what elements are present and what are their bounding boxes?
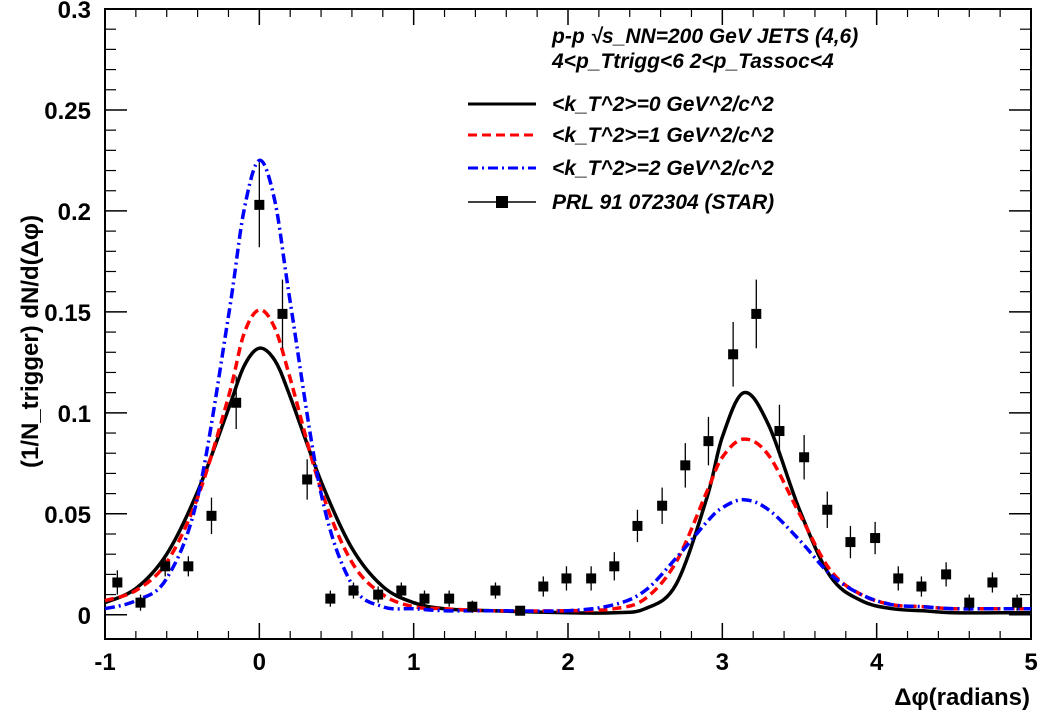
y-tick-label: 0.2 xyxy=(58,199,91,226)
x-tick-label: 2 xyxy=(561,649,574,676)
data-point xyxy=(444,593,455,604)
data-point xyxy=(916,581,927,592)
x-tick-label: -1 xyxy=(94,649,115,676)
data-point xyxy=(515,605,526,616)
y-axis-title: (1/N_trigger) dN/d(Δφ) xyxy=(17,215,44,468)
legend-label-kt1: <k_T^2>=1 GeV^2/c^2 xyxy=(552,124,774,147)
data-point xyxy=(1012,597,1023,608)
legend-label-star: PRL 91 072304 (STAR) xyxy=(552,191,774,214)
data-point xyxy=(160,561,171,572)
legend-swatch-star-marker xyxy=(496,196,508,208)
y-tick-label: 0.3 xyxy=(58,0,91,24)
data-point xyxy=(609,561,620,572)
annotation-line-2: 4<p_Ttrigg<6 2<p_Tassoc<4 xyxy=(551,50,834,73)
data-point xyxy=(703,436,714,447)
data-point xyxy=(373,589,384,600)
curves xyxy=(104,158,1031,615)
legend-label-kt2: <k_T^2>=2 GeV^2/c^2 xyxy=(552,157,774,180)
y-tick-label: 0.1 xyxy=(58,401,91,428)
data-point xyxy=(799,452,810,463)
data-point xyxy=(822,504,833,515)
data-point xyxy=(254,199,265,210)
x-tick-label: 4 xyxy=(870,649,884,676)
data-point xyxy=(490,585,501,596)
x-tick-label: 3 xyxy=(716,649,729,676)
x-tick-label: 1 xyxy=(407,649,420,676)
series-line-1 xyxy=(104,308,1031,613)
data-point xyxy=(467,601,478,612)
data-point xyxy=(206,510,217,521)
data-points xyxy=(112,162,1023,616)
x-tick-label: 0 xyxy=(253,649,266,676)
data-point xyxy=(419,593,430,604)
x-axis-title: Δφ(radians) xyxy=(894,684,1030,711)
series-line-0 xyxy=(104,346,1031,615)
y-tick-label: 0.15 xyxy=(44,300,91,327)
legend: <k_T^2>=0 GeV^2/c^2 <k_T^2>=1 GeV^2/c^2 … xyxy=(468,93,774,214)
annotation-line-1: p-p √s_NN=200 GeV JETS (4,6) xyxy=(551,25,858,48)
data-point xyxy=(302,474,313,485)
data-point xyxy=(632,520,643,531)
axes: -1 0 1 2 3 4 500.050.10.150.20.250.3 xyxy=(44,0,1037,676)
data-point xyxy=(964,597,975,608)
data-point xyxy=(774,426,785,437)
data-point xyxy=(135,597,146,608)
data-point xyxy=(845,537,856,548)
data-point xyxy=(231,397,242,408)
data-point xyxy=(586,573,597,584)
y-tick-label: 0 xyxy=(78,603,91,630)
y-tick-label: 0.25 xyxy=(44,98,91,125)
data-point xyxy=(325,593,336,604)
x-tick-label: 5 xyxy=(1024,649,1037,676)
data-point xyxy=(893,573,904,584)
data-point xyxy=(657,500,668,511)
data-point xyxy=(941,569,952,580)
data-point xyxy=(112,577,123,588)
data-point xyxy=(680,460,691,471)
data-point xyxy=(348,585,359,596)
data-point xyxy=(870,533,881,544)
data-point xyxy=(561,573,572,584)
data-point xyxy=(987,577,998,588)
data-point xyxy=(728,349,739,360)
data-point xyxy=(538,581,549,592)
series-line-2 xyxy=(104,158,1031,613)
data-point xyxy=(751,308,762,319)
data-point xyxy=(277,308,288,319)
data-point xyxy=(396,585,407,596)
y-tick-label: 0.05 xyxy=(44,502,91,529)
data-point xyxy=(183,561,194,572)
legend-label-kt0: <k_T^2>=0 GeV^2/c^2 xyxy=(552,93,774,116)
